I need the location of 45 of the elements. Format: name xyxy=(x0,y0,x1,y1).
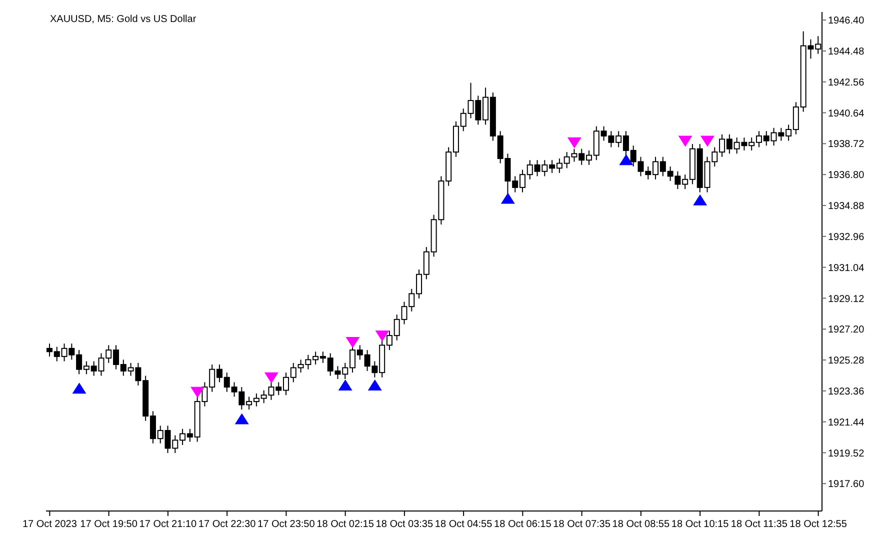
y-tick-label: 1927.20 xyxy=(828,324,865,336)
x-tick-label: 17 Oct 19:50 xyxy=(80,519,138,530)
point xyxy=(693,194,708,206)
y-tick-label: 1925.28 xyxy=(828,356,865,367)
x-tick-label: 18 Oct 02:15 xyxy=(316,519,374,530)
point xyxy=(678,136,692,147)
x-tick-label: 18 Oct 10:15 xyxy=(671,519,730,530)
point xyxy=(346,336,360,348)
y-tick-label: 1940.64 xyxy=(828,108,865,120)
y-tick-label: 1946.40 xyxy=(828,16,865,27)
y-tick-label: 1929.12 xyxy=(828,294,865,305)
x-tick-label: 17 Oct 22:30 xyxy=(198,519,256,530)
x-tick-label: 18 Oct 07:35 xyxy=(553,519,611,530)
point xyxy=(567,137,582,148)
y-tick-label: 1934.88 xyxy=(828,201,865,212)
y-tick-label: 1936.80 xyxy=(828,170,865,182)
chart-title: XAUUSD, M5: Gold vs US Dollar xyxy=(50,14,196,25)
x-tick-label: 18 Oct 11:35 xyxy=(730,519,788,530)
point xyxy=(338,379,352,390)
point xyxy=(190,386,205,398)
x-tick-label: 18 Oct 03:35 xyxy=(376,519,434,530)
point xyxy=(619,154,634,166)
point xyxy=(700,136,714,147)
y-tick-label: 1932.96 xyxy=(828,232,865,243)
y-tick-label: 1917.60 xyxy=(828,479,865,490)
point xyxy=(234,413,249,424)
x-tick-label: 18 Oct 06:15 xyxy=(494,519,552,530)
y-tick-label: 1938.72 xyxy=(828,139,865,150)
y-tick-label: 1919.52 xyxy=(828,448,865,460)
x-tick-label: 18 Oct 12:55 xyxy=(790,519,848,530)
y-tick-label: 1942.56 xyxy=(828,77,865,88)
y-tick-label: 1931.04 xyxy=(828,262,865,274)
point xyxy=(368,379,382,390)
x-tick-label: 17 Oct 21:10 xyxy=(139,519,198,530)
y-tick-label: 1944.48 xyxy=(828,46,865,58)
y-tick-label: 1921.44 xyxy=(828,417,865,428)
point xyxy=(264,372,278,384)
x-tick-label: 18 Oct 04:55 xyxy=(434,519,493,530)
x-tick-label: 17 Oct 2023 xyxy=(22,519,78,530)
y-tick-label: 1923.36 xyxy=(828,386,865,398)
point xyxy=(375,330,390,342)
point xyxy=(500,192,515,204)
point xyxy=(72,382,86,394)
x-tick-label: 18 Oct 08:55 xyxy=(612,519,670,530)
x-tick-label: 17 Oct 23:50 xyxy=(258,519,316,530)
